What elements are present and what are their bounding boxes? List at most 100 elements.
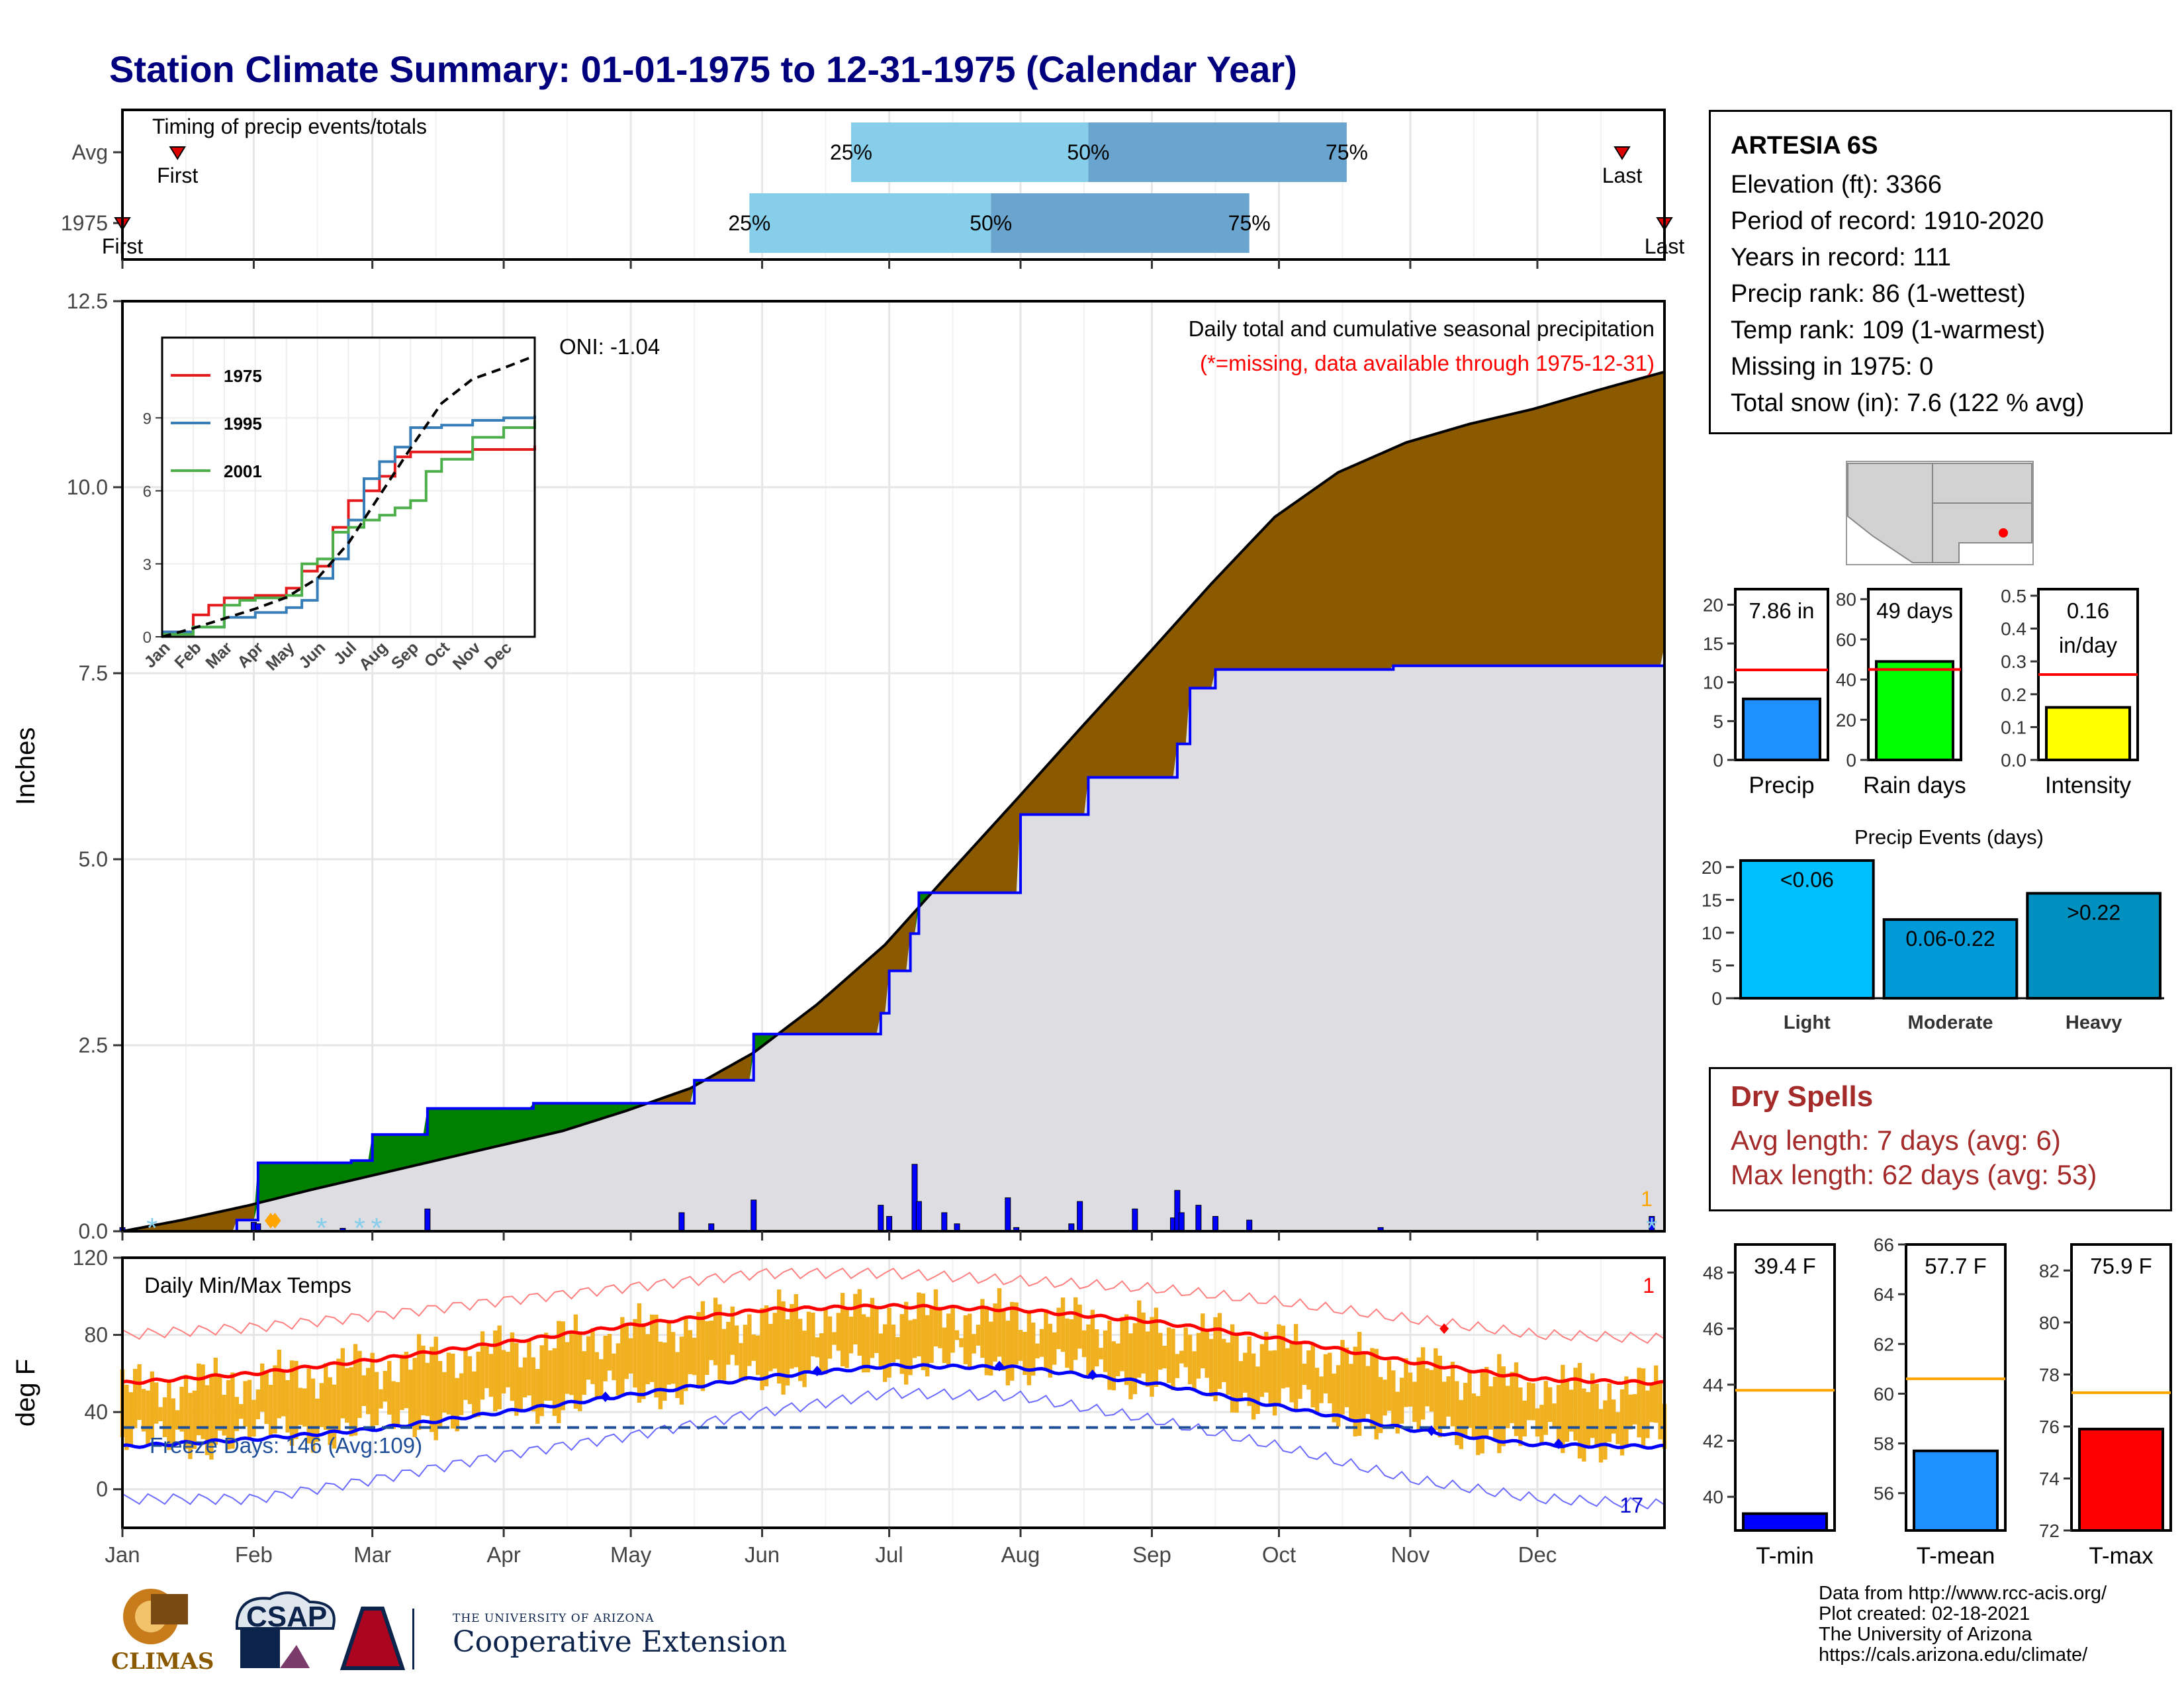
dry-spells-title: Dry Spells <box>1731 1080 1874 1113</box>
daily-temp-bar <box>1514 1362 1519 1436</box>
record-low-line <box>122 1387 1665 1510</box>
daily-temp-bar <box>908 1320 913 1376</box>
daily-temp-bar <box>785 1319 790 1386</box>
daily-temp-bar <box>463 1349 468 1400</box>
daily-temp-bar <box>451 1353 455 1429</box>
daily-temp-bar <box>760 1308 764 1390</box>
daily-temp-bar <box>662 1342 667 1401</box>
daily-temp-bar <box>1044 1309 1048 1371</box>
daily-temp-bar <box>1535 1408 1540 1437</box>
climas-logo <box>123 1589 188 1644</box>
daily-precip-bar <box>1077 1201 1083 1232</box>
temp-min-summary-panel: 40 42 44 46 48 39.4 F T-min <box>1703 1243 1836 1569</box>
snow-marker: * <box>146 1212 158 1244</box>
daily-temp-bar <box>442 1372 447 1413</box>
intensity-summary-y-tick-label: 0.5 <box>2001 586 2026 606</box>
credit-data-source: Data from http://www.rcc-acis.org/ <box>1819 1583 2107 1604</box>
daily-temp-bar <box>247 1380 252 1440</box>
daily-temp-bar <box>535 1369 540 1424</box>
daily-temp-bar <box>1561 1364 1565 1454</box>
daily-temp-bar <box>1073 1297 1078 1360</box>
daily-temp-bar <box>1314 1368 1320 1415</box>
daily-temp-bar <box>1026 1312 1032 1385</box>
daily-temp-bar <box>1217 1313 1222 1389</box>
daily-temp-bar <box>929 1307 934 1363</box>
daily-temp-bar <box>294 1360 298 1439</box>
precip-summary-panel: 0 5 10 15 20 7.86 in Precip <box>1703 588 1829 798</box>
daily-temp-bar <box>747 1314 752 1366</box>
daily-temp-bar <box>370 1352 375 1429</box>
temp-max-summary-y-tick-label: 80 <box>2039 1313 2060 1333</box>
daily-temp-bar <box>404 1352 409 1409</box>
daily-temp-bar <box>1162 1345 1167 1369</box>
timing-label-last: Last <box>1602 164 1643 187</box>
daily-temp-bar <box>328 1377 332 1445</box>
daily-temp-bar <box>1099 1348 1103 1360</box>
daily-temp-bar <box>514 1342 519 1416</box>
daily-temp-bar <box>1645 1390 1650 1438</box>
daily-temp-bar <box>506 1352 510 1387</box>
daily-temp-bar <box>1344 1347 1349 1407</box>
daily-temp-bar <box>764 1305 769 1387</box>
daily-temp-bar <box>772 1313 777 1369</box>
daily-temp-bar <box>510 1332 515 1401</box>
daily-temp-bar <box>1336 1365 1341 1427</box>
timing-label-q75: 75% <box>1228 211 1271 235</box>
credit-university: The University of Arizona <box>1819 1624 2032 1645</box>
daily-temp-bar <box>527 1340 531 1396</box>
daily-temp-bar <box>379 1389 383 1409</box>
precip-summary-y-tick-label: 15 <box>1703 633 1723 654</box>
daily-temp-bar <box>1582 1388 1586 1462</box>
daily-temp-bar <box>1103 1330 1108 1372</box>
daily-temp-bar <box>1429 1370 1434 1412</box>
daily-temp-bar <box>531 1357 536 1412</box>
daily-temp-bar <box>1505 1385 1510 1429</box>
daily-temp-bar <box>1150 1317 1154 1397</box>
daily-temp-bar <box>921 1293 926 1370</box>
daily-temp-bar <box>1480 1370 1484 1454</box>
daily-temp-bar <box>557 1321 561 1423</box>
daily-temp-bar <box>836 1313 841 1351</box>
daily-temp-bar <box>840 1293 845 1367</box>
daily-temp-bar <box>230 1372 235 1449</box>
daily-temp-bar <box>1552 1403 1557 1428</box>
daily-temp-bar <box>1404 1358 1408 1407</box>
daily-temp-bar <box>878 1333 883 1368</box>
daily-temp-bar <box>226 1380 231 1450</box>
temps-title: Daily Min/Max Temps <box>144 1273 351 1297</box>
daily-temp-bar <box>861 1314 866 1373</box>
dry-spells-avg: Avg length: 7 days (avg: 6) <box>1731 1125 2061 1156</box>
daily-temp-bar <box>1128 1333 1133 1399</box>
temps-count-top: 1 <box>1643 1274 1655 1297</box>
daily-temp-bar <box>1132 1323 1138 1395</box>
daily-temp-bar <box>1137 1300 1142 1378</box>
daily-temp-bar <box>700 1301 705 1391</box>
daily-temp-bar <box>561 1321 565 1411</box>
daily-temp-bar <box>197 1363 201 1436</box>
daily-temp-bar <box>1569 1389 1574 1432</box>
daily-temp-bar <box>1056 1307 1061 1350</box>
daily-temp-bar <box>522 1357 527 1397</box>
inset-frame <box>161 336 536 638</box>
daily-temp-bar <box>594 1352 600 1398</box>
daily-temp-bar <box>819 1333 824 1372</box>
inset-series-line <box>162 445 536 633</box>
daily-temp-bar <box>1158 1333 1163 1370</box>
daily-temp-bar <box>904 1301 909 1385</box>
temp-mean-summary-y-tick-label: 58 <box>1874 1434 1894 1454</box>
inset-y-tick-label: 6 <box>143 483 152 501</box>
daily-temp-bar <box>412 1358 417 1437</box>
daily-temp-bar <box>933 1289 938 1347</box>
daily-temp-bar <box>336 1358 341 1433</box>
daily-temp-bar <box>1370 1348 1375 1427</box>
daily-temp-bar <box>968 1313 972 1368</box>
record-low-marker <box>1426 1425 1436 1436</box>
precip-y-tick-label: 0.0 <box>79 1219 108 1243</box>
intensity-summary-bar <box>2045 706 2131 761</box>
daily-temp-bar <box>573 1314 578 1409</box>
temp-mean-summary-bar <box>1913 1449 1999 1532</box>
daily-temp-bar <box>234 1397 240 1431</box>
daily-temp-bar <box>1039 1329 1044 1357</box>
daily-temp-bar <box>899 1314 905 1374</box>
daily-temp-bar <box>1653 1365 1659 1423</box>
